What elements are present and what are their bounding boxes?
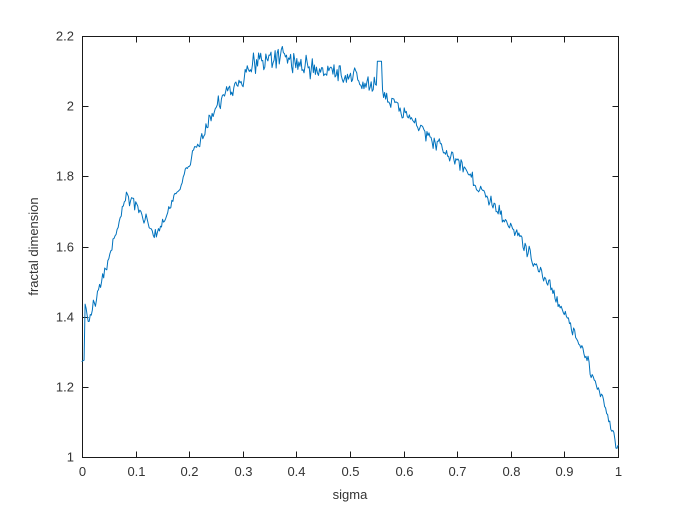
y-tick-label: 1.8 bbox=[56, 169, 74, 184]
x-tick-label: 0.6 bbox=[395, 464, 413, 479]
x-tick-label: 0.5 bbox=[341, 464, 359, 479]
y-tick-label: 1.6 bbox=[56, 240, 74, 255]
y-tick-label: 1 bbox=[67, 450, 74, 465]
x-tick-label: 0.2 bbox=[180, 464, 198, 479]
y-tick-label: 2 bbox=[67, 99, 74, 114]
x-tick-label: 0.3 bbox=[234, 464, 252, 479]
y-tick-label: 1.4 bbox=[56, 310, 74, 325]
x-tick-label: 0.8 bbox=[502, 464, 520, 479]
x-tick-label: 0 bbox=[79, 464, 86, 479]
x-tick-label: 0.9 bbox=[555, 464, 573, 479]
x-tick-label: 1 bbox=[615, 464, 622, 479]
y-tick-label: 1.2 bbox=[56, 380, 74, 395]
x-tick-label: 0.4 bbox=[287, 464, 305, 479]
y-tick-label: 2.2 bbox=[56, 29, 74, 44]
x-axis-title: sigma bbox=[333, 487, 368, 502]
data-series-line bbox=[81, 45, 619, 449]
y-axis-title: fractal dimension bbox=[26, 197, 41, 295]
x-tick-label: 0.7 bbox=[448, 464, 466, 479]
x-tick-label: 0.1 bbox=[127, 464, 145, 479]
axis-box bbox=[82, 36, 619, 458]
tick-labels: 0 0.1 0.2 0.3 0.4 0.5 0.6 0.7 0.8 0.9 1 1 1.2 1.4 1.6 1… bbox=[56, 29, 622, 480]
